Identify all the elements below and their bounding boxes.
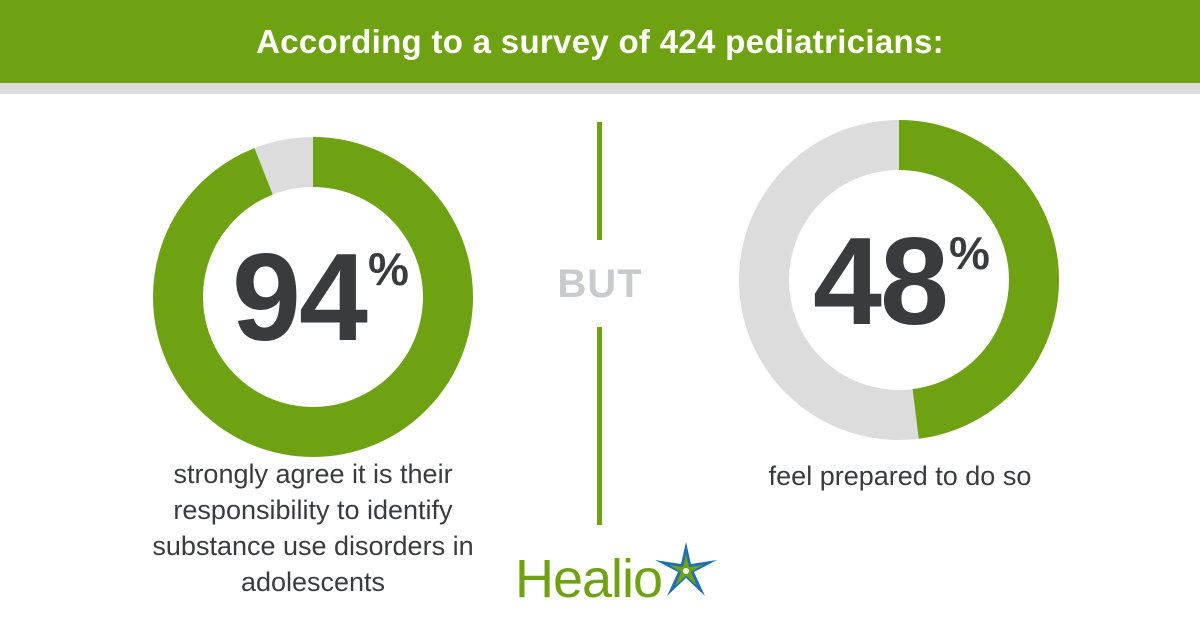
percentage-right: 48 % [813, 220, 990, 344]
donut-value-arc-right [739, 120, 1059, 440]
caption-left: strongly agree it is their responsibilit… [152, 459, 474, 597]
header-rule [0, 83, 1200, 94]
healio-logo: Healio [515, 540, 725, 610]
logo-wordmark: Healio [515, 549, 663, 609]
header-banner: According to a survey of 424 pediatricia… [0, 0, 1200, 83]
star-icon [655, 542, 717, 596]
caption-right: feel prepared to do so [768, 461, 1032, 491]
divider-label: BUT [557, 262, 643, 306]
percent-sign-right: % [948, 227, 990, 279]
header-title: According to a survey of 424 pediatricia… [256, 22, 944, 60]
donut-chart-left [153, 137, 473, 457]
percentage-number-left: 94 [232, 229, 368, 367]
divider-line-top [597, 122, 602, 240]
donut-chart-right [739, 120, 1059, 440]
divider-line-bottom [597, 327, 602, 525]
donut-value-arc-left [153, 137, 473, 457]
percentage-left: 94 % [232, 236, 409, 360]
percentage-number-right: 48 [813, 213, 949, 351]
percent-sign-left: % [367, 243, 409, 295]
